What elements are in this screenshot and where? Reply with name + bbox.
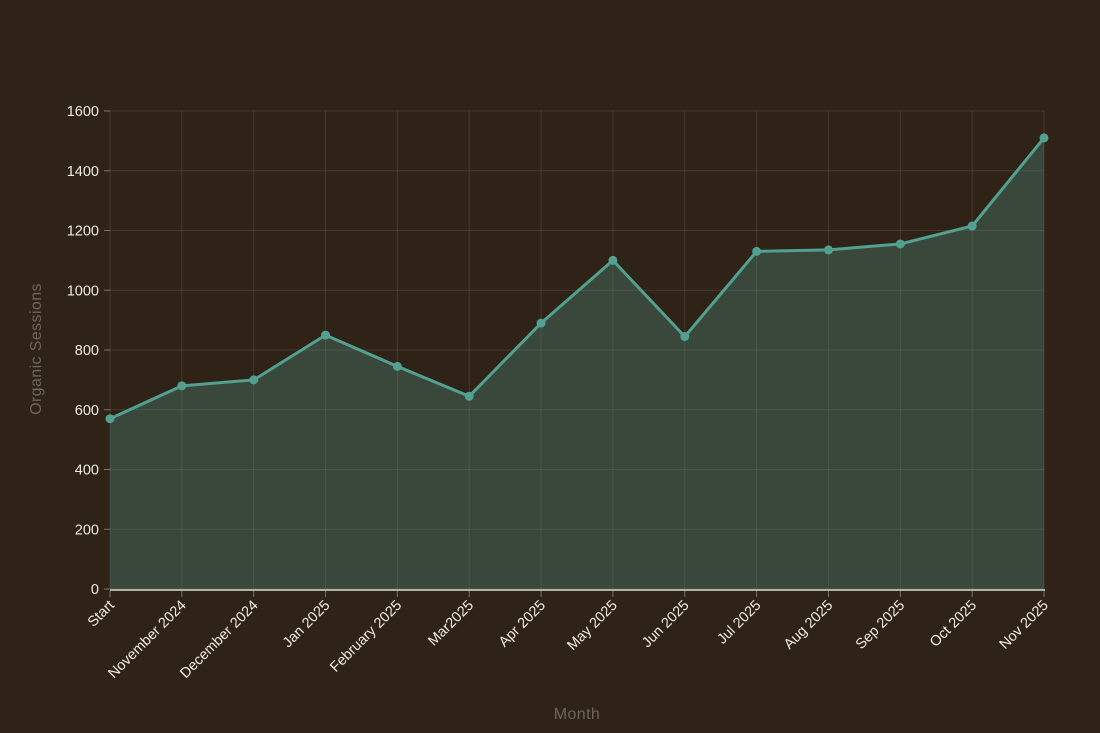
y-tick-label: 0 (91, 582, 99, 598)
x-tick-label: Oct 2025 (927, 598, 980, 651)
data-point-aug-2025 (823, 245, 833, 255)
data-point-jun-2025 (680, 332, 690, 342)
data-point-start (105, 414, 115, 424)
x-tick-label: November 2024 (105, 598, 189, 682)
data-point-mar2025 (464, 391, 474, 401)
x-tick-label: February 2025 (327, 598, 405, 676)
data-point-apr-2025 (536, 318, 546, 328)
data-point-may-2025 (608, 255, 618, 265)
data-point-nov-2025 (1039, 133, 1049, 143)
y-tick-label: 600 (75, 403, 99, 419)
x-tick-label: Jul 2025 (714, 598, 764, 648)
x-tick-label: Aug 2025 (781, 598, 836, 653)
x-tick-label: December 2024 (177, 598, 261, 682)
data-point-november-2024 (177, 381, 187, 391)
y-axis-ticks: 0 200 400 600 800 1000 1200 1400 1600 (67, 104, 110, 598)
data-point-sep-2025 (895, 239, 905, 249)
x-tick-label: Sep 2025 (853, 598, 908, 653)
data-point-jan-2025 (321, 330, 331, 340)
y-tick-label: 200 (75, 522, 99, 538)
x-tick-label: Jan 2025 (280, 598, 334, 652)
data-point-jul-2025 (752, 246, 762, 256)
series-organic-sessions (105, 133, 1049, 589)
cartesian-grid (109, 110, 1045, 590)
y-tick-label: 400 (75, 463, 99, 479)
x-tick-label: May 2025 (564, 598, 620, 654)
data-point-december-2024 (249, 375, 259, 385)
x-tick-label: Start (85, 598, 118, 631)
area-fill (110, 137, 1044, 589)
x-tick-label: Mar2025 (425, 598, 477, 650)
x-tick-label: Nov 2025 (997, 598, 1052, 653)
y-tick-label: 1400 (67, 164, 99, 180)
x-tick-label: Jun 2025 (639, 598, 693, 652)
data-point-february-2025 (392, 361, 402, 371)
y-tick-label: 1000 (67, 283, 99, 299)
data-point-oct-2025 (967, 221, 977, 231)
y-tick-label: 1600 (67, 104, 99, 120)
y-tick-label: 800 (75, 343, 99, 359)
x-tick-label: Apr 2025 (496, 598, 549, 651)
y-tick-label: 1200 (67, 224, 99, 240)
series-line (108, 136, 1046, 421)
